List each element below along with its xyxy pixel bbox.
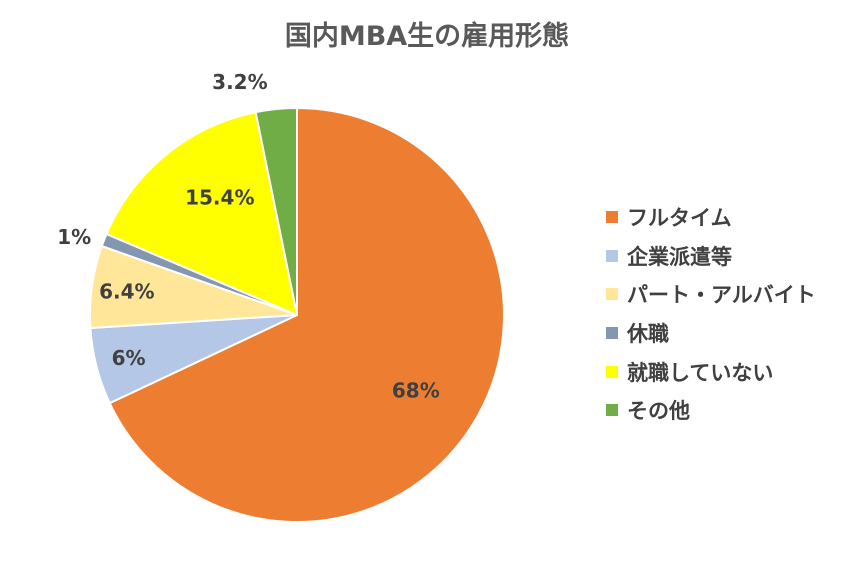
legend-swatch <box>606 288 618 301</box>
chart-title: 国内MBA生の雇用形態 <box>284 21 570 52</box>
legend-item-1: 企業派遣等 <box>606 237 816 276</box>
data-label-3: 1% <box>57 225 91 249</box>
data-label-4: 15.4% <box>185 185 254 209</box>
legend-label: パート・アルバイト <box>627 283 816 308</box>
legend-label: フルタイム <box>627 206 732 231</box>
data-label-5: 3.2% <box>212 70 267 94</box>
data-label-0: 68% <box>392 378 440 402</box>
legend-label: 就職していない <box>627 360 774 385</box>
legend: フルタイム企業派遣等パート・アルバイト 休職就職していない その他 <box>606 198 816 430</box>
legend-swatch <box>606 211 618 224</box>
legend-label: その他 <box>627 399 690 424</box>
legend-label: 休職 <box>627 322 669 347</box>
legend-swatch <box>606 327 618 340</box>
legend-item-0: フルタイム <box>606 198 816 237</box>
legend-swatch <box>606 249 618 262</box>
pie-slice-0 <box>108 107 505 523</box>
legend-item-5: その他 <box>606 391 816 430</box>
legend-swatch <box>606 404 618 417</box>
legend-label: 企業派遣等 <box>627 244 732 269</box>
pie-slice-5 <box>254 107 298 316</box>
legend-item-4: 就職していない <box>606 352 816 391</box>
data-label-2: 6.4% <box>99 279 154 303</box>
pie-slice-4 <box>105 111 298 316</box>
legend-item-3: 休職 <box>606 314 816 353</box>
data-label-1: 6% <box>112 346 146 370</box>
legend-swatch <box>606 365 618 378</box>
legend-item-2: パート・アルバイト <box>606 275 816 314</box>
